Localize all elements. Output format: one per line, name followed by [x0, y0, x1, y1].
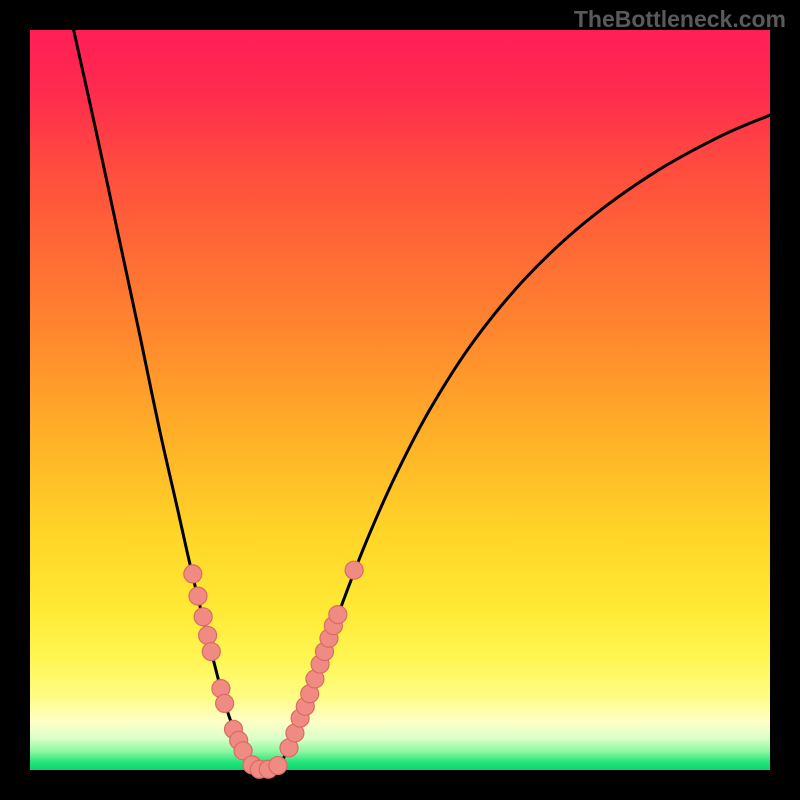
data-marker — [199, 626, 217, 644]
data-marker — [345, 561, 363, 579]
data-marker — [329, 606, 347, 624]
chart-svg — [0, 0, 800, 800]
data-marker — [189, 587, 207, 605]
watermark-text: TheBottleneck.com — [574, 6, 786, 32]
chart-container: TheBottleneck.com — [0, 0, 800, 800]
data-marker — [194, 608, 212, 626]
data-marker — [202, 643, 220, 661]
data-marker — [269, 757, 287, 775]
data-marker — [184, 565, 202, 583]
watermark: TheBottleneck.com — [574, 6, 786, 33]
data-marker — [216, 694, 234, 712]
plot-background — [30, 30, 770, 770]
